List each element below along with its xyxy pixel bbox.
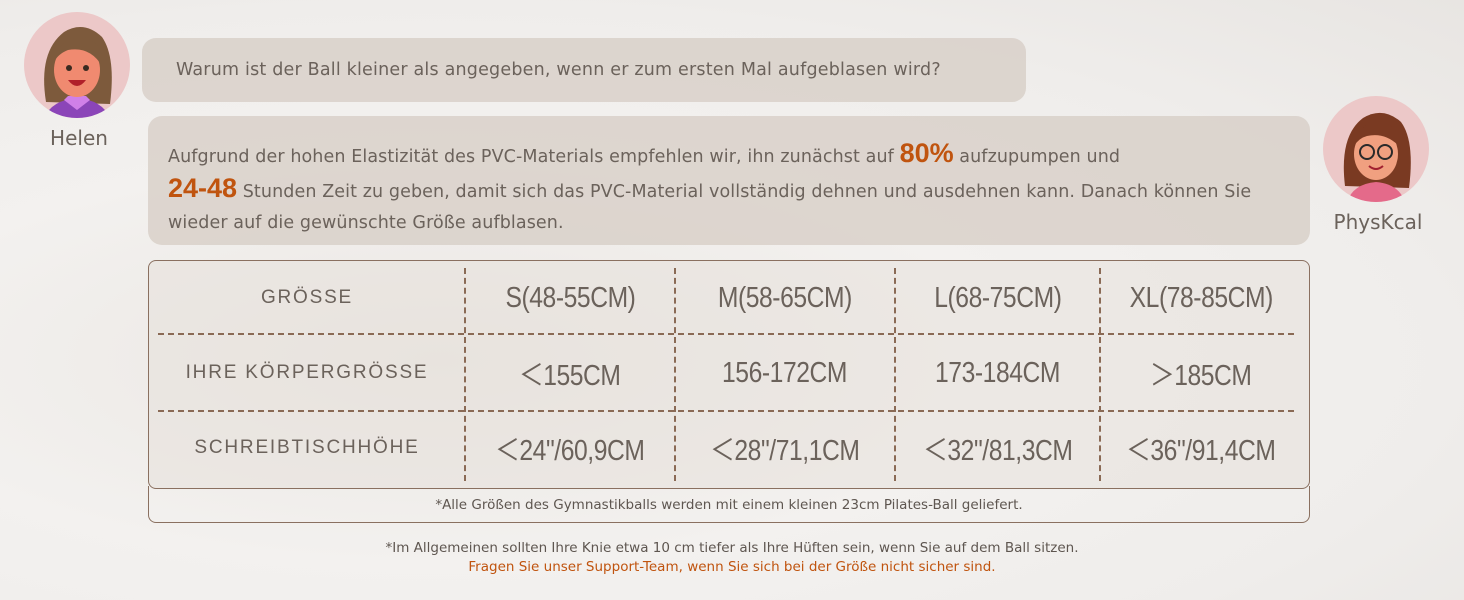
column-divider: [674, 268, 676, 481]
question-text: Warum ist der Ball kleiner als angegeben…: [176, 60, 941, 80]
table-cell: 173-184CM: [896, 336, 1099, 410]
support-note: Fragen Sie unser Support-Team, wenn Sie …: [468, 559, 996, 575]
cell-value: 156-172CM: [722, 356, 848, 389]
table-cell: ＞185CM: [1101, 336, 1301, 410]
row-label: SCHREIBTISCHHÖHE: [150, 412, 464, 484]
column-divider: [1099, 268, 1101, 481]
table-footnote: *Alle Größen des Gymnastikballs werden m…: [148, 486, 1310, 523]
row-label-text: SCHREIBTISCHHÖHE: [194, 437, 420, 458]
cell-value: 173-184CM: [935, 356, 1060, 389]
table-cell: 156-172CM: [676, 336, 894, 410]
answer-text-3: Stunden Zeit zu geben, damit sich das PV…: [168, 182, 1252, 233]
table-cell: L(68-75CM): [896, 262, 1099, 334]
cell-value: L(68-75CM): [933, 281, 1062, 314]
cell-value: XL(78-85CM): [1129, 281, 1273, 314]
support-name: PhysKcal: [1333, 210, 1423, 234]
cell-value: ＜28"/71,1CM: [710, 435, 860, 467]
table-cell: M(58-65CM): [676, 262, 894, 334]
cell-value: ＞185CM: [1150, 360, 1252, 392]
answer-bubble: Aufgrund der hohen Elastizität des PVC-M…: [148, 116, 1310, 245]
table-cell: ＜28"/71,1CM: [676, 412, 894, 484]
column-divider: [464, 268, 466, 481]
table-cell: S(48-55CM): [466, 262, 674, 334]
question-bubble: Warum ist der Ball kleiner als angegeben…: [142, 38, 1026, 102]
answer-highlight-percent: 80%: [899, 138, 954, 168]
cell-value: ＜32"/81,3CM: [922, 435, 1073, 467]
user-name: Helen: [50, 126, 108, 150]
row-divider: [158, 410, 1294, 412]
physkcal-avatar: [1323, 96, 1429, 202]
helen-avatar: [24, 12, 130, 118]
knee-note: *Im Allgemeinen sollten Ihre Knie etwa 1…: [385, 540, 1079, 556]
table-cell: ＜24"/60,9CM: [466, 412, 674, 484]
row-label-text: IHRE KÖRPERGRÖSSE: [185, 362, 429, 383]
cell-value: ＜36"/91,4CM: [1126, 435, 1276, 467]
size-table: [148, 260, 1310, 489]
woman-avatar-icon: [44, 27, 112, 118]
answer-highlight-hours: 24-48: [168, 173, 238, 203]
cell-value: M(58-65CM): [717, 281, 853, 314]
woman-glasses-avatar-icon: [1343, 112, 1411, 202]
table-cell: ＜32"/81,3CM: [896, 412, 1099, 484]
row-label: IHRE KÖRPERGRÖSSE: [150, 336, 464, 410]
table-cell: ＜36"/91,4CM: [1101, 412, 1301, 484]
cell-value: ＜24"/60,9CM: [495, 435, 645, 467]
table-cell: ＜155CM: [466, 336, 674, 410]
answer-text-2: aufzupumpen und: [953, 147, 1121, 167]
row-label-text: GRÖSSE: [260, 287, 354, 308]
cell-value: S(48-55CM): [505, 281, 635, 314]
row-divider: [158, 333, 1294, 335]
row-label: GRÖSSE: [150, 262, 464, 334]
cell-value: ＜155CM: [519, 360, 621, 392]
answer-text-1: Aufgrund der hohen Elastizität des PVC-M…: [168, 147, 900, 167]
table-cell: XL(78-85CM): [1101, 262, 1301, 334]
column-divider: [894, 268, 896, 481]
